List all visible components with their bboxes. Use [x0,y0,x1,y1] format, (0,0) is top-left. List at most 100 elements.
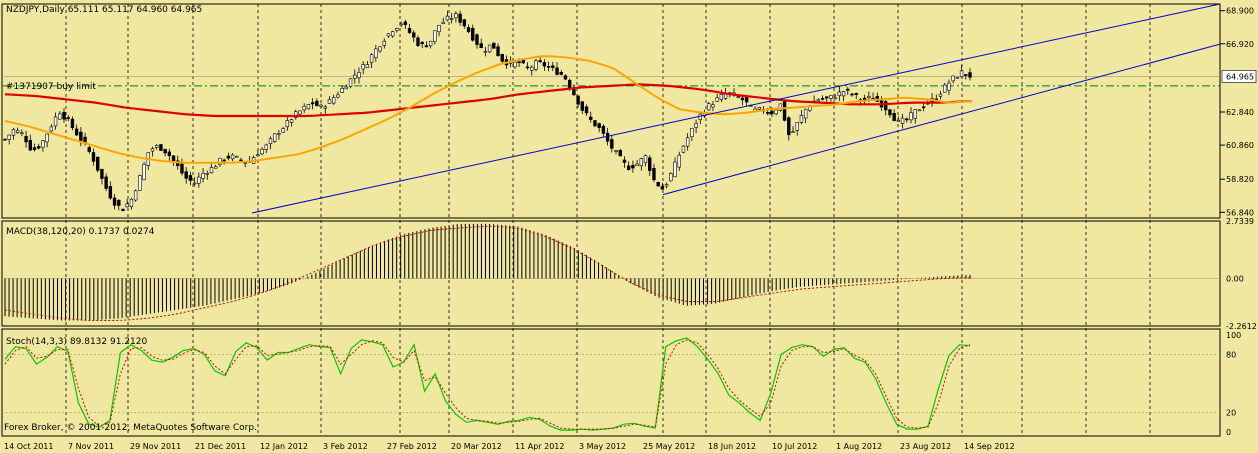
candle-body [580,101,585,111]
candle-body [163,148,167,154]
candle-body [445,15,450,21]
candle-body [690,128,694,138]
candle-body [854,93,858,95]
candle-body [155,145,159,148]
candle-body [213,166,218,169]
candle-body [83,136,87,143]
candle-body [62,111,66,120]
candle-body [656,182,660,187]
candle-body [955,76,960,79]
candle-body [28,140,32,151]
candle-body [631,165,635,169]
candle-body [112,197,117,206]
candle-body [70,118,75,129]
date-tick-label: 14 Oct 2011 [4,442,53,451]
candle-body [740,97,745,101]
candle-body [87,147,91,152]
candle-body [315,100,319,107]
date-tick-label: 1 Aug 2012 [836,442,882,451]
macd-tick-label: -2.2612 [1226,322,1257,331]
macd-panel-frame [1,220,1221,327]
candle-body [660,185,665,190]
current-price-box [1221,70,1257,83]
candle-body [643,155,648,164]
candle-body [285,120,290,127]
candle-body [167,151,172,157]
candle-body [386,33,391,37]
candle-body [374,48,378,58]
date-tick-label: 3 May 2012 [579,442,626,451]
candle-body [24,136,28,143]
candle-body [782,101,787,121]
candle-body [766,112,770,114]
candle-body [677,154,681,168]
candle-body [45,133,49,143]
candle-body [336,94,340,98]
ma-slow-line [4,83,973,118]
candle-body [530,66,534,71]
candle-body [96,156,100,171]
candle-body [403,21,408,25]
candle-body [601,125,606,134]
channel-line[interactable] [251,3,1221,214]
candle-body [466,27,471,33]
candle-body [32,147,37,151]
candle-body [41,140,45,148]
candle-body [462,19,467,27]
date-tick-label: 12 Jan 2012 [260,442,308,451]
candle-body [437,24,441,33]
candle-body [837,91,842,97]
candle-body [390,31,395,37]
candle-body [150,148,155,152]
candle-body [209,167,214,174]
candle-body [799,115,804,123]
candle-body [559,71,563,75]
candle-body [298,110,302,115]
channel-line[interactable] [662,43,1221,196]
candle-body [184,171,188,179]
candle-body [938,93,943,97]
candle-body [11,129,16,136]
stoch-tick-label: 0 [1226,428,1231,437]
price-tick-label: 68.900 [1226,7,1254,16]
candle-body [652,168,656,181]
candle-body [816,99,820,102]
candle-body [53,116,58,127]
candle-body [829,95,833,99]
candle-body [407,28,412,33]
date-tick-label: 21 Dec 2011 [195,442,246,451]
candle-body [365,64,370,68]
candle-body [277,133,281,135]
candle-body [896,119,901,122]
stoch-header: Stoch(14,3,3) 89.8132 91.2120 [6,337,147,347]
candle-body [171,155,176,162]
candle-body [685,137,690,147]
candle-body [736,96,740,99]
candle-body [610,139,614,149]
candle-body [917,109,922,112]
candle-body [348,78,353,87]
candle-body [711,104,715,108]
candle-body [281,128,285,133]
macd-panel[interactable] [2,223,1220,321]
candle-body [7,134,11,140]
date-tick-label: 23 Aug 2012 [900,442,951,451]
candle-body [121,208,125,212]
candle-body [133,190,138,201]
candle-body [100,168,104,179]
candle-body [622,159,627,163]
stoch-panel-frame [1,328,1221,437]
candle-body [563,75,568,80]
candle-body [441,21,445,25]
candle-body [888,109,892,116]
candle-body [239,159,243,162]
candle-body [551,65,555,68]
stochastic-panel[interactable] [2,337,1220,431]
price-panel[interactable] [2,3,1221,214]
candle-body [289,119,294,123]
candle-body [951,75,955,82]
candle-body [260,148,264,155]
candle-body [205,173,209,175]
